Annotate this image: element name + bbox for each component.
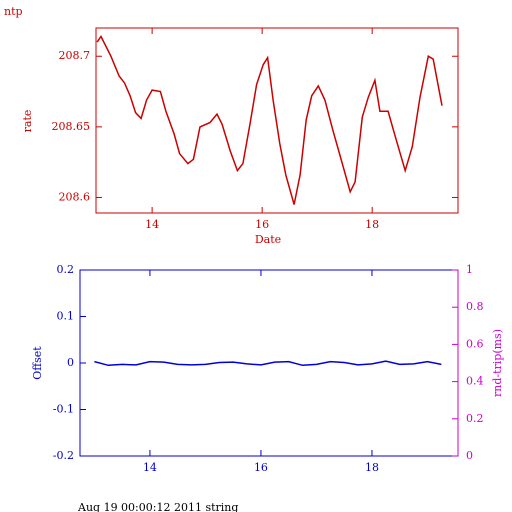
y-tick-label: 0.1 xyxy=(57,310,75,323)
y2-axis-label: rnd-trip(ms) xyxy=(491,329,504,397)
y-tick-label: 0.2 xyxy=(57,263,75,276)
y-tick-label: 208.6 xyxy=(59,190,91,203)
y2-tick-label: 0 xyxy=(466,449,473,462)
y-tick-label: -0.2 xyxy=(53,449,74,462)
y-axis-label: rate xyxy=(21,110,34,133)
data-line xyxy=(94,360,442,367)
plot-frame xyxy=(95,27,459,214)
y-tick-label: 208.7 xyxy=(59,49,91,62)
data-line xyxy=(96,35,443,205)
y2-tick-label: 1 xyxy=(466,263,473,276)
y2-tick-label: 0.4 xyxy=(466,375,484,388)
x-axis-label: Date xyxy=(255,233,281,246)
y2-tick-label: 0.6 xyxy=(466,337,484,350)
x-tick-label: 14 xyxy=(143,461,157,474)
x-tick-label: 16 xyxy=(254,461,268,474)
y2-tick-label: 0.2 xyxy=(466,412,484,425)
y-tick-label: 0 xyxy=(67,356,74,369)
x-tick-label: 18 xyxy=(365,218,379,231)
y-axis-label: Offset xyxy=(31,346,44,380)
y2-tick-label: 0.8 xyxy=(466,300,484,313)
y-tick-label: -0.1 xyxy=(53,403,74,416)
y-tick-label: 208.65 xyxy=(52,120,91,133)
x-tick-label: 16 xyxy=(255,218,269,231)
footer: Aug 19 00:00:12 2011 string xyxy=(77,501,238,512)
x-tick-label: 18 xyxy=(365,461,379,474)
x-tick-label: 14 xyxy=(145,218,159,231)
chart-title: ntp xyxy=(4,5,23,18)
